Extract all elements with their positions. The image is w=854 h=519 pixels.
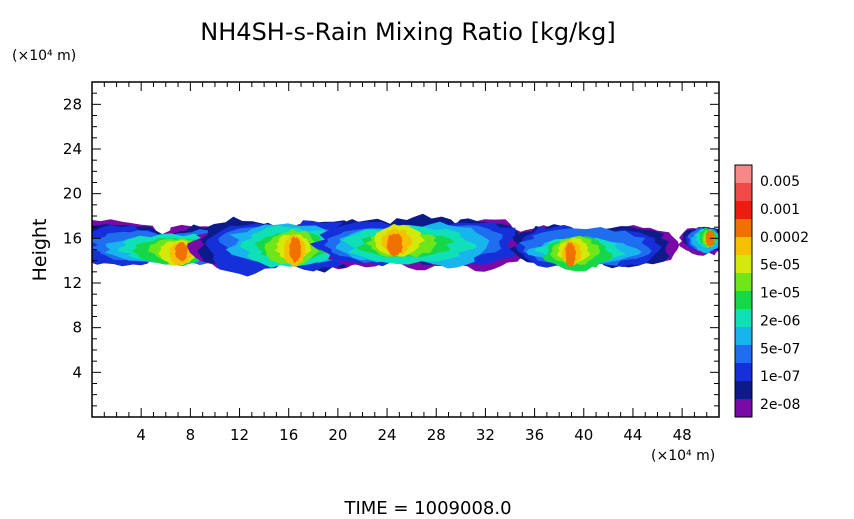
colorbar-swatch [735,291,752,309]
y-tick-label: 4 [72,363,82,381]
colorbar-label: 5e-07 [760,341,800,357]
time-label: TIME = 1009008.0 [343,498,511,519]
colorbar-label: 0.005 [760,174,800,190]
chart-title: NH4SH-s-Rain Mixing Ratio [kg/kg] [200,18,615,46]
x-axis-unit: (×10⁴ m) [651,448,715,464]
cloud-d [507,224,680,272]
colorbar-swatch [735,237,752,255]
colorbar-swatch [735,363,752,381]
colorbar-swatch [735,165,752,183]
colorbar-label: 5e-05 [760,258,800,274]
x-tick-label: 40 [574,426,593,444]
x-tick-label: 16 [279,426,298,444]
colorbar-swatch [735,255,752,273]
y-tick-label: 16 [63,229,82,247]
colorbar-label: 2e-06 [760,313,800,329]
y-axis-label: Height [29,219,51,282]
x-tick-label: 48 [673,426,692,444]
colorbar-swatch [735,309,752,327]
x-tick-label: 8 [186,426,196,444]
colorbar-label: 1e-05 [760,286,800,302]
x-tick-label: 4 [136,426,146,444]
cloud-layer [92,213,719,277]
colorbar-label: 1e-07 [760,369,800,385]
colorbar-label: 2e-08 [760,397,800,413]
colorbar-swatch [735,201,752,219]
colorbar-swatch [735,183,752,201]
cloud-a-level-10 [174,242,188,262]
colorbar-swatch [735,345,752,363]
cloud-c-level-10 [386,233,403,257]
y-tick-label: 20 [63,185,82,203]
colorbar-label: 0.001 [760,202,800,218]
x-tick-label: 20 [328,426,347,444]
y-tick-label: 28 [63,95,82,113]
x-tick-label: 28 [427,426,446,444]
x-tick-label: 32 [476,426,495,444]
colorbar: 0.005 0.001 0.0002 5e-05 1e-05 2e-06 5e-07 1e-0… [734,164,809,418]
y-tick-label: 24 [63,140,82,158]
x-tick-label: 24 [378,426,397,444]
colorbar-swatch [735,381,752,399]
cloud-b-level-10 [289,236,302,263]
colorbar-swatch [735,327,752,345]
x-tick-label: 12 [230,426,249,444]
cloud-d-level-10 [565,242,577,268]
plot-area [92,213,719,277]
colorbar-swatch [735,219,752,237]
x-tick-label: 44 [623,426,642,444]
colorbar-label: 0.0002 [760,230,809,246]
cloud-c [309,213,529,272]
colorbar-swatch [735,273,752,291]
x-tick-label: 36 [525,426,544,444]
colorbar-frame [734,164,753,418]
cloud-e [678,226,719,256]
colorbar-swatch [735,399,752,417]
y-tick-label: 12 [63,274,82,292]
y-tick-label: 8 [72,319,82,337]
y-axis-unit: (×10⁴ m) [12,48,76,64]
